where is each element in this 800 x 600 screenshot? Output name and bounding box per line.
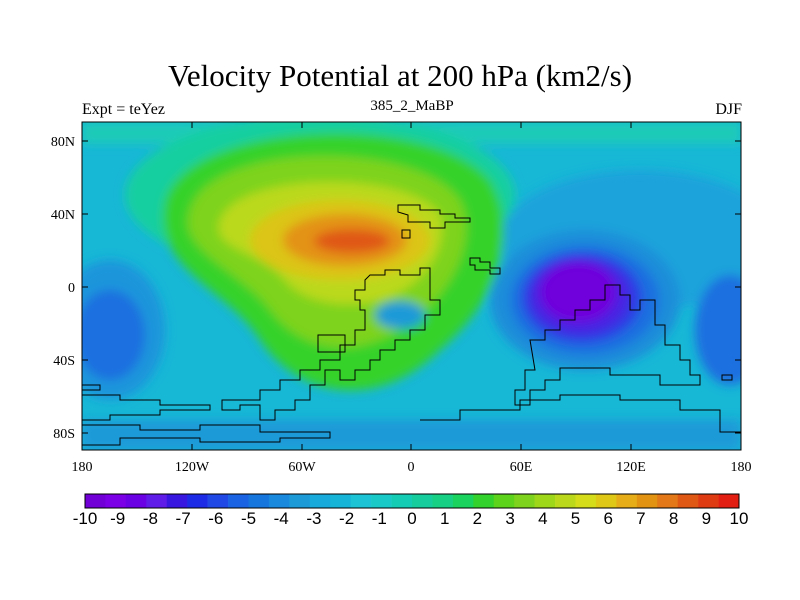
colorbar-label: 3 bbox=[505, 509, 514, 528]
y-tick-label: 80S bbox=[53, 427, 75, 442]
colorbar-swatch bbox=[657, 494, 678, 508]
colorbar-label: 10 bbox=[730, 509, 749, 528]
colorbar-swatch bbox=[575, 494, 597, 508]
colorbar-swatch bbox=[677, 494, 699, 508]
experiment-label: Expt = teYez bbox=[82, 101, 165, 118]
x-tick-label: 120W bbox=[175, 460, 210, 475]
colorbar-swatch bbox=[228, 494, 249, 508]
coastline-madagascar bbox=[317, 334, 346, 353]
x-tick-label: 120E bbox=[616, 460, 646, 475]
coastline-asia-australia bbox=[514, 284, 701, 406]
colorbar-swatch bbox=[412, 494, 433, 508]
colorbar-swatch bbox=[698, 494, 719, 508]
y-axis-labels: 80N 40N 0 40S 80S bbox=[51, 135, 75, 442]
colorbar-swatch bbox=[432, 494, 454, 508]
contour-field bbox=[82, 122, 741, 450]
colorbar-label: 4 bbox=[538, 509, 547, 528]
colorbar-label: 2 bbox=[473, 509, 482, 528]
colorbar-label: -4 bbox=[274, 509, 289, 528]
y-tick-label: 0 bbox=[68, 281, 75, 296]
colorbar-swatch bbox=[391, 494, 413, 508]
continent-outlines bbox=[82, 204, 741, 446]
map-plot-area bbox=[82, 122, 741, 450]
axis-ticks bbox=[81, 122, 742, 450]
colorbar-swatch bbox=[555, 494, 576, 508]
colorbar-label: -9 bbox=[110, 509, 125, 528]
colorbar-label: 0 bbox=[407, 509, 416, 528]
plot-title: Velocity Potential at 200 hPa (km2/s) bbox=[167, 58, 633, 93]
y-tick-label: 40N bbox=[51, 208, 75, 223]
colorbar-swatch bbox=[187, 494, 208, 508]
colorbar-label: 1 bbox=[440, 509, 449, 528]
x-tick-label: 60W bbox=[288, 460, 316, 475]
colorbar-swatch bbox=[473, 494, 495, 508]
coastline-europe bbox=[397, 204, 471, 229]
colorbar-swatch bbox=[636, 494, 658, 508]
colorbar-label: -5 bbox=[241, 509, 256, 528]
colorbar-swatch bbox=[595, 494, 617, 508]
colorbar-swatch bbox=[616, 494, 638, 508]
colorbar-swatch bbox=[371, 494, 392, 508]
x-axis-labels: 180 120W 60W 0 60E 120E 180 bbox=[72, 460, 752, 475]
colorbar-swatch bbox=[166, 494, 188, 508]
colorbar-swatch bbox=[493, 494, 515, 508]
coastline-pacific-west bbox=[82, 384, 101, 391]
colorbar-swatch bbox=[268, 494, 290, 508]
y-tick-label: 40S bbox=[53, 354, 75, 369]
colorbar-swatch bbox=[514, 494, 535, 508]
y-tick-label: 80N bbox=[51, 135, 75, 150]
colorbar-label: -6 bbox=[208, 509, 223, 528]
colorbar-frame bbox=[84, 493, 740, 509]
colorbar-label: -8 bbox=[143, 509, 158, 528]
coastline-island bbox=[401, 229, 411, 239]
colorbar-label: 9 bbox=[702, 509, 711, 528]
x-tick-label: 180 bbox=[731, 460, 752, 475]
coastline-antarctic-east bbox=[420, 394, 741, 433]
colorbar-swatch bbox=[105, 494, 127, 508]
colorbar-label: 8 bbox=[669, 509, 678, 528]
colorbar-swatch bbox=[85, 494, 106, 508]
colorbar-labels: -10 -9 -8 -7 -6 -5 -4 -3 -2 -1 0 1 2 3 4 5 6 7 8 9 10 bbox=[73, 509, 749, 528]
colorbar-label: 7 bbox=[636, 509, 645, 528]
coastline-africa bbox=[221, 267, 441, 421]
colorbar-label: 6 bbox=[603, 509, 612, 528]
coastline-arabia bbox=[469, 257, 501, 275]
colorbar-label: -10 bbox=[73, 509, 98, 528]
x-tick-label: 0 bbox=[408, 460, 415, 475]
colorbar bbox=[84, 493, 740, 509]
x-tick-label: 180 bbox=[72, 460, 93, 475]
colorbar-label: -7 bbox=[176, 509, 191, 528]
colorbar-swatch bbox=[309, 494, 331, 508]
colorbar-swatch bbox=[452, 494, 474, 508]
season-label: DJF bbox=[715, 101, 742, 118]
colorbar-swatch bbox=[125, 494, 147, 508]
colorbar-swatch bbox=[207, 494, 229, 508]
colorbar-swatch bbox=[718, 494, 740, 508]
colorbar-swatch bbox=[289, 494, 311, 508]
colorbar-label: 5 bbox=[571, 509, 580, 528]
colorbar-swatch bbox=[248, 494, 270, 508]
case-label: 385_2_MaBP bbox=[370, 98, 454, 114]
colorbar-swatch bbox=[534, 494, 556, 508]
x-tick-label: 60E bbox=[510, 460, 533, 475]
coastline-antarctic-south bbox=[82, 424, 331, 446]
colorbar-label: -2 bbox=[339, 509, 354, 528]
colorbar-swatch bbox=[330, 494, 351, 508]
coastline-antarctic-west bbox=[82, 394, 211, 421]
colorbar-swatch bbox=[350, 494, 372, 508]
colorbar-label: -1 bbox=[372, 509, 387, 528]
colorbar-label: -3 bbox=[306, 509, 321, 528]
colorbar-swatch bbox=[146, 494, 168, 508]
coastline-newzealand bbox=[721, 374, 733, 381]
